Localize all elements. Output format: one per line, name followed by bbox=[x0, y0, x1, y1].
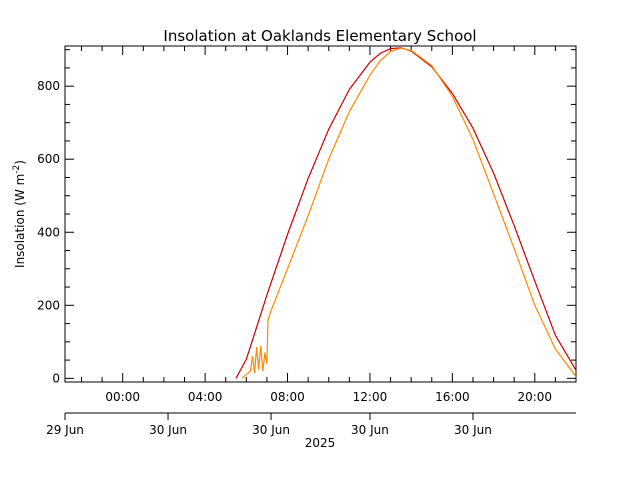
x-tick-label: 12:00 bbox=[353, 390, 388, 404]
y-tick-label: 0 bbox=[52, 371, 60, 385]
y-tick-label: 400 bbox=[37, 225, 60, 239]
year-label: 2025 bbox=[305, 436, 336, 450]
x-tick-label: 08:00 bbox=[270, 390, 305, 404]
x-axis: 00:00 04:00 08:00 12:00 16:00 20:00 bbox=[80, 46, 577, 404]
date-axis: 29 Jun 30 Jun 30 Jun 30 Jun 30 Jun bbox=[46, 412, 576, 437]
chart-title: Insolation at Oaklands Elementary School bbox=[163, 27, 476, 45]
y-tick-label: 800 bbox=[37, 79, 60, 93]
date-tick-label: 30 Jun bbox=[454, 423, 492, 437]
y-axis: 0 200 400 600 800 bbox=[37, 49, 576, 385]
y-axis-label-superscript: -2 bbox=[12, 165, 22, 174]
plot-area-border bbox=[64, 45, 577, 383]
y-axis-label-main: Insolation (W m bbox=[13, 174, 27, 268]
date-tick-label: 30 Jun bbox=[149, 423, 187, 437]
y-axis-label: Insolation (W m-2) bbox=[12, 160, 27, 268]
series-line-1 bbox=[235, 47, 577, 379]
x-tick-label: 04:00 bbox=[188, 390, 223, 404]
y-tick-label: 600 bbox=[37, 152, 60, 166]
y-axis-label-close: ) bbox=[13, 160, 27, 165]
date-tick-label: 30 Jun bbox=[252, 423, 290, 437]
x-tick-label: 00:00 bbox=[105, 390, 140, 404]
series-layer bbox=[235, 47, 577, 379]
x-tick-label: 20:00 bbox=[517, 390, 552, 404]
series-line-2 bbox=[241, 47, 577, 379]
y-tick-label: 200 bbox=[37, 298, 60, 312]
plot-frame bbox=[64, 45, 577, 383]
x-tick-label: 16:00 bbox=[435, 390, 470, 404]
date-tick-label: 30 Jun bbox=[351, 423, 389, 437]
date-tick-label: 29 Jun bbox=[46, 423, 84, 437]
